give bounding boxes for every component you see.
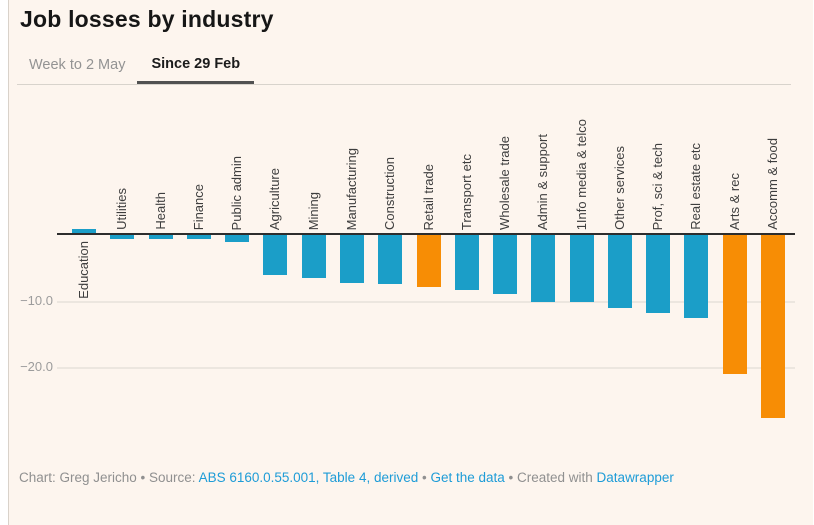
bar-manufacturing — [339, 235, 364, 283]
bar-prof-sci-tech — [646, 235, 671, 313]
gridline — [57, 367, 795, 370]
bar-label-wholesale-trade: Wholesale trade — [497, 136, 513, 230]
bar-label-real-estate-etc: Real estate etc — [688, 143, 704, 230]
bar-chart: −10.0 −20.0 Education Utilities Health Financ… — [9, 0, 814, 525]
footer-created-with-text: • Created with — [504, 470, 597, 485]
y-axis-tick-label: −20.0 — [20, 359, 53, 375]
bar-label-education: Education — [76, 241, 91, 299]
bar-label-other-services: Other services — [611, 146, 627, 230]
bar-mining — [301, 235, 326, 278]
bar-construction — [378, 235, 403, 284]
footer-separator: • — [418, 470, 431, 485]
get-the-data-link[interactable]: Get the data — [430, 470, 505, 485]
bar-label-manufacturing: Manufacturing — [343, 147, 359, 230]
footer-credit-text: Chart: Greg Jericho • Source: — [19, 470, 199, 485]
bar-finance — [186, 235, 211, 239]
bar-accomm-food — [761, 235, 786, 419]
bar-education — [72, 229, 96, 235]
tab-bar: Week to 2 May Since 29 Feb — [17, 46, 791, 85]
bar-label-retail-trade: Retail trade — [420, 163, 436, 230]
bar-retail-trade — [416, 235, 441, 287]
tab-week-to-2-may[interactable]: Week to 2 May — [29, 57, 126, 73]
bar-label-agriculture: Agriculture — [267, 167, 283, 230]
y-axis-tick-label: −10.0 — [20, 292, 53, 308]
tab-since-29-feb[interactable]: Since 29 Feb — [137, 46, 255, 84]
datawrapper-link[interactable]: Datawrapper — [596, 470, 674, 485]
bar-label-construction: Construction — [382, 157, 398, 230]
bar-transport-etc — [454, 235, 479, 290]
bar-label-accomm-food: Accomm & food — [765, 138, 781, 230]
bar-label-mining: Mining — [305, 191, 321, 230]
gridline — [57, 300, 795, 303]
bar-real-estate-etc — [684, 235, 709, 319]
chart-embed: Job losses by industry Week to 2 May Sin… — [8, 0, 813, 525]
bar-label-finance: Finance — [190, 183, 206, 230]
bar-arts-rec — [722, 235, 747, 375]
bar-label-1info-media-telco: 1Info media & telco — [573, 118, 589, 230]
bar-public-admin — [225, 235, 250, 242]
bar-label-transport-etc: Transport etc — [458, 153, 474, 230]
bar-wholesale-trade — [493, 235, 518, 294]
bar-label-public-admin: Public admin — [229, 155, 245, 230]
bar-label-health: Health — [152, 192, 168, 230]
bar-health — [148, 235, 173, 239]
page-title: Job losses by industry — [20, 6, 274, 32]
bar-label-utilities: Utilities — [114, 188, 130, 230]
bar-1info-media-telco — [569, 235, 594, 303]
source-link[interactable]: ABS 6160.0.55.001, Table 4, derived — [198, 470, 419, 485]
bar-label-admin-support: Admin & support — [535, 133, 551, 230]
bar-label-prof-sci-tech: Prof, sci & tech — [650, 142, 666, 230]
bar-label-arts-rec: Arts & rec — [726, 172, 742, 230]
bar-admin-support — [531, 235, 556, 302]
bar-agriculture — [263, 235, 288, 275]
zero-axis-line — [57, 233, 795, 235]
bar-other-services — [607, 235, 632, 308]
footer-credit: Chart: Greg Jericho • Source: ABS 6160.0… — [19, 470, 674, 485]
bar-utilities — [110, 235, 135, 239]
